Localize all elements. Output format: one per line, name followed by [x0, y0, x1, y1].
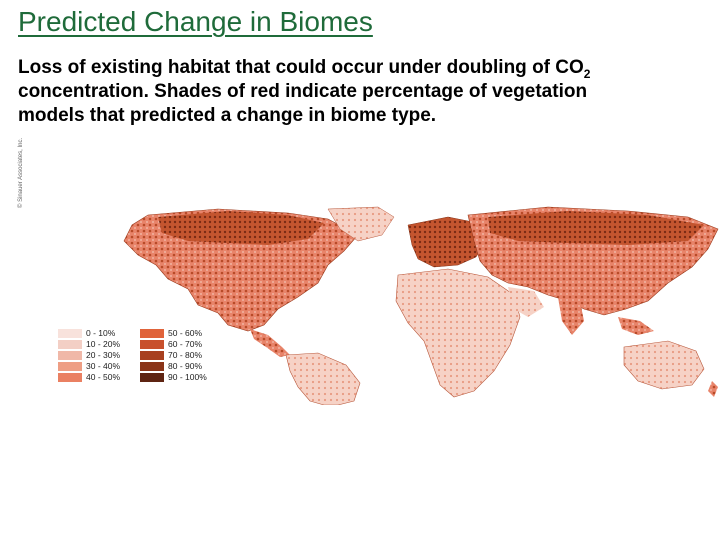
- legend-swatch: [58, 328, 82, 338]
- legend-swatch: [140, 339, 164, 349]
- india: [558, 297, 584, 335]
- siberia: [488, 211, 704, 245]
- legend-label: 30 - 40%: [86, 361, 121, 371]
- legend-item: 70 - 80%: [140, 350, 230, 360]
- legend-swatch: [140, 361, 164, 371]
- legend-label: 40 - 50%: [86, 372, 121, 382]
- legend-swatch: [58, 350, 82, 360]
- legend-item: 50 - 60%: [140, 328, 230, 338]
- legend-label: 80 - 90%: [168, 361, 203, 371]
- legend-item: 20 - 30%: [58, 350, 140, 360]
- legend-item: 90 - 100%: [140, 372, 230, 382]
- legend-item: 40 - 50%: [58, 372, 140, 382]
- australia: [623, 340, 705, 390]
- southeast-asia: [618, 317, 654, 335]
- legend-swatch: [140, 328, 164, 338]
- legend-swatch: [140, 350, 164, 360]
- europe: [407, 216, 489, 268]
- africa: [395, 268, 521, 398]
- legend-label: 10 - 20%: [86, 339, 121, 349]
- central-america: [250, 329, 290, 357]
- legend-swatch: [58, 361, 82, 371]
- legend-swatch: [58, 372, 82, 382]
- slide-title: Predicted Change in Biomes: [18, 6, 373, 37]
- legend-item: 30 - 40%: [58, 361, 140, 371]
- map-legend: 0 - 10% 50 - 60% 10 - 20% 60 - 70% 20 - 30% 7…: [58, 326, 230, 384]
- legend-item: 0 - 10%: [58, 328, 140, 338]
- legend-label: 20 - 30%: [86, 350, 121, 360]
- legend-label: 60 - 70%: [168, 339, 203, 349]
- legend-item: 10 - 20%: [58, 339, 140, 349]
- legend-item: 60 - 70%: [140, 339, 230, 349]
- south-america: [285, 352, 361, 405]
- legend-swatch: [58, 339, 82, 349]
- legend-label: 0 - 10%: [86, 328, 116, 338]
- new-zealand: [708, 381, 718, 397]
- credit-text: © Sinauer Associates, Inc.: [18, 137, 24, 208]
- legend-item: 80 - 90%: [140, 361, 230, 371]
- legend-label: 90 - 100%: [168, 372, 207, 382]
- greenland: [327, 206, 395, 242]
- legend-label: 50 - 60%: [168, 328, 203, 338]
- slide-caption: Loss of existing habitat that could occu…: [18, 57, 591, 126]
- legend-swatch: [140, 372, 164, 382]
- arabia: [508, 287, 544, 317]
- world-biome-change-map: [123, 206, 719, 405]
- north-america-north: [158, 211, 324, 245]
- legend-label: 70 - 80%: [168, 350, 203, 360]
